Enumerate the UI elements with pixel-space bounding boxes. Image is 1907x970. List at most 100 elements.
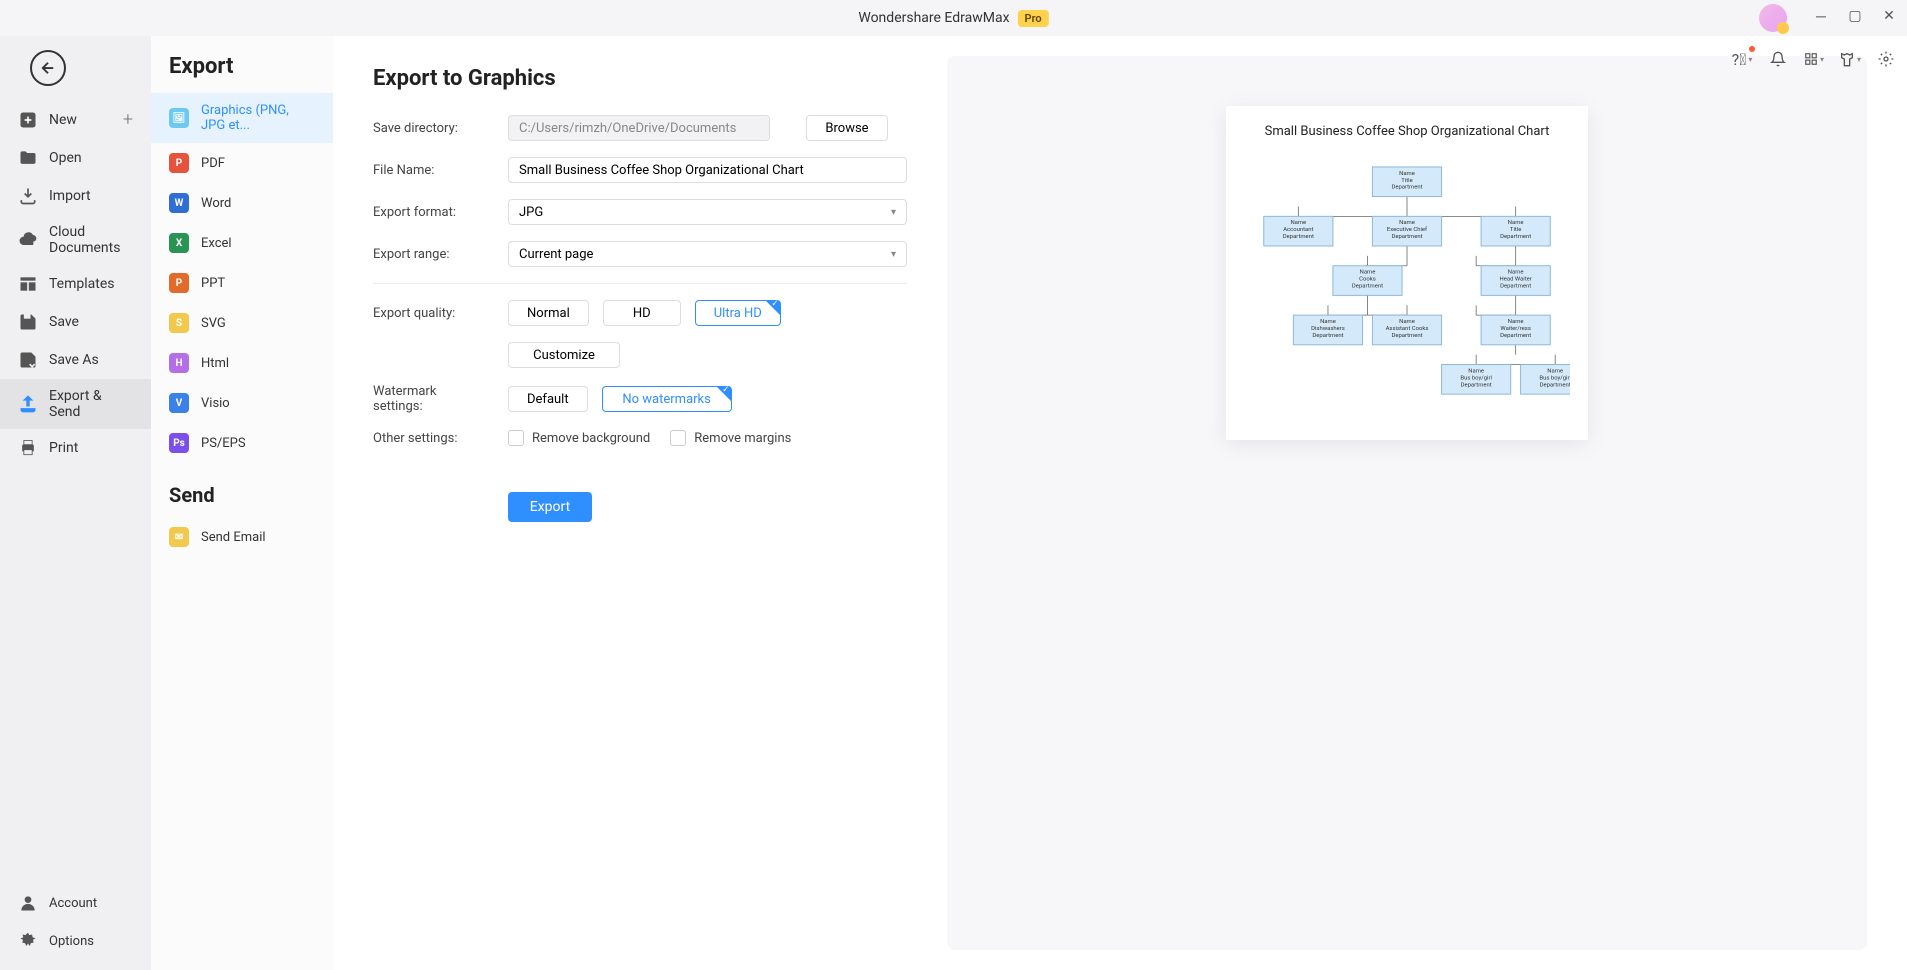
format-visio[interactable]: V Visio (151, 383, 333, 423)
svg-text:Cooks: Cooks (1359, 277, 1376, 283)
pro-badge: Pro (1018, 10, 1049, 27)
preview-card: Small Business Coffee Shop Organizationa… (1226, 106, 1588, 440)
window-controls: ─ ▢ ✕ (1813, 8, 1897, 24)
help-icon[interactable]: ?⃝▾ (1731, 48, 1753, 70)
svg-text:Name: Name (1508, 319, 1524, 325)
import-icon (18, 186, 38, 206)
svg-text:Name: Name (1320, 319, 1336, 325)
shirt-icon[interactable]: ▾ (1839, 48, 1861, 70)
format-svg[interactable]: S SVG (151, 303, 333, 343)
format-label: Visio (201, 396, 230, 411)
format-html[interactable]: H Html (151, 343, 333, 383)
rail-templates[interactable]: Templates (0, 265, 151, 303)
svg-text:Department: Department (1500, 333, 1531, 339)
savedir-input[interactable] (508, 115, 770, 141)
page-title: Export to Graphics (373, 66, 907, 91)
rail-new[interactable]: New + (0, 100, 151, 139)
account-icon (18, 893, 38, 913)
format-select[interactable]: JPG (508, 199, 907, 225)
export-button[interactable]: Export (508, 492, 592, 522)
pdf-icon: P (169, 153, 189, 173)
svg-text:Name: Name (1468, 368, 1484, 374)
svg-text:Waiter/ress: Waiter/ress (1500, 326, 1530, 332)
rail-cloud[interactable]: Cloud Documents (0, 215, 151, 265)
svg-text:Name: Name (1399, 319, 1415, 325)
rail-label: Options (49, 934, 94, 949)
org-chart-preview: NameTitleDepartmentNameAccountantDepartm… (1244, 149, 1570, 422)
quality-label: Export quality: (373, 306, 488, 321)
format-pseps[interactable]: Ps PS/EPS (151, 423, 333, 463)
format-graphics[interactable]: 🖼 Graphics (PNG, JPG et... (151, 93, 333, 143)
range-label: Export range: (373, 247, 488, 262)
range-select[interactable]: Current page (508, 241, 907, 267)
format-label: Send Email (201, 530, 266, 545)
svg-text:Department: Department (1500, 283, 1531, 289)
rail-open[interactable]: Open (0, 139, 151, 177)
bell-icon[interactable] (1767, 48, 1789, 70)
rail-save[interactable]: Save (0, 303, 151, 341)
format-ppt[interactable]: P PPT (151, 263, 333, 303)
avatar[interactable] (1759, 4, 1787, 32)
svg-text:Bus boy/girl: Bus boy/girl (1539, 375, 1570, 381)
quality-ultrahd[interactable]: Ultra HD (695, 300, 781, 326)
app-title: Wondershare EdrawMax Pro (858, 10, 1048, 27)
rail-label: Print (49, 440, 78, 456)
rail-options[interactable]: Options (0, 922, 151, 960)
browse-button[interactable]: Browse (806, 115, 888, 141)
svg-text:Department: Department (1391, 234, 1422, 240)
minimize-button[interactable]: ─ (1813, 8, 1829, 24)
svg-text:Name: Name (1290, 220, 1306, 226)
format-pdf[interactable]: P PDF (151, 143, 333, 183)
export-icon (18, 394, 38, 414)
rail-export-send[interactable]: Export & Send (0, 379, 151, 429)
svg-text:Accountant: Accountant (1283, 227, 1313, 233)
rail-label: Templates (49, 276, 115, 292)
send-heading: Send (151, 463, 333, 517)
divider (373, 283, 907, 284)
rail-label: Open (49, 150, 82, 166)
watermark-default[interactable]: Default (508, 386, 588, 412)
filename-label: File Name: (373, 163, 488, 178)
app-name: Wondershare EdrawMax (858, 10, 1009, 26)
close-button[interactable]: ✕ (1881, 8, 1897, 24)
remove-margin-checkbox[interactable]: Remove margins (670, 430, 791, 446)
send-email[interactable]: ✉ Send Email (151, 517, 333, 557)
svg-text:Executive Chief: Executive Chief (1387, 226, 1428, 233)
ps-icon: Ps (169, 433, 189, 453)
format-label: PPT (201, 276, 225, 291)
svg-text:Department: Department (1540, 382, 1570, 388)
plus-icon[interactable]: + (123, 109, 133, 130)
preview-area: Small Business Coffee Shop Organizationa… (947, 56, 1867, 950)
grid-icon[interactable]: ▾ (1803, 48, 1825, 70)
gear-icon[interactable] (1875, 48, 1897, 70)
quality-normal[interactable]: Normal (508, 300, 589, 326)
saveas-icon (18, 350, 38, 370)
svg-text:Department: Department (1312, 333, 1343, 339)
rail-print[interactable]: Print (0, 429, 151, 467)
format-word[interactable]: W Word (151, 183, 333, 223)
remove-bg-checkbox[interactable]: Remove background (508, 430, 650, 446)
rail-saveas[interactable]: Save As (0, 341, 151, 379)
watermark-label: Watermark settings: (373, 384, 488, 414)
rail-account[interactable]: Account (0, 884, 151, 922)
filename-input[interactable] (508, 157, 907, 183)
folder-icon (18, 148, 38, 168)
format-label: Graphics (PNG, JPG et... (201, 103, 315, 133)
format-excel[interactable]: X Excel (151, 223, 333, 263)
svg-text:Department: Department (1391, 185, 1422, 191)
format-label: Excel (201, 236, 232, 251)
back-button[interactable] (30, 50, 66, 86)
svg-text:Head Waiter: Head Waiter (1500, 277, 1532, 283)
titlebar: Wondershare EdrawMax Pro ─ ▢ ✕ (0, 0, 1907, 36)
main-layout: New + Open Import Cloud Documents Templa… (0, 36, 1907, 970)
maximize-button[interactable]: ▢ (1847, 8, 1863, 24)
word-icon: W (169, 193, 189, 213)
mail-icon: ✉ (169, 527, 189, 547)
rail-import[interactable]: Import (0, 177, 151, 215)
watermark-none[interactable]: No watermarks (602, 386, 732, 412)
left-rail: New + Open Import Cloud Documents Templa… (0, 36, 151, 970)
quality-customize[interactable]: Customize (508, 342, 620, 368)
rail-label: Save As (49, 352, 99, 368)
quality-hd[interactable]: HD (603, 300, 681, 326)
svg-text:Department: Department (1352, 283, 1383, 289)
